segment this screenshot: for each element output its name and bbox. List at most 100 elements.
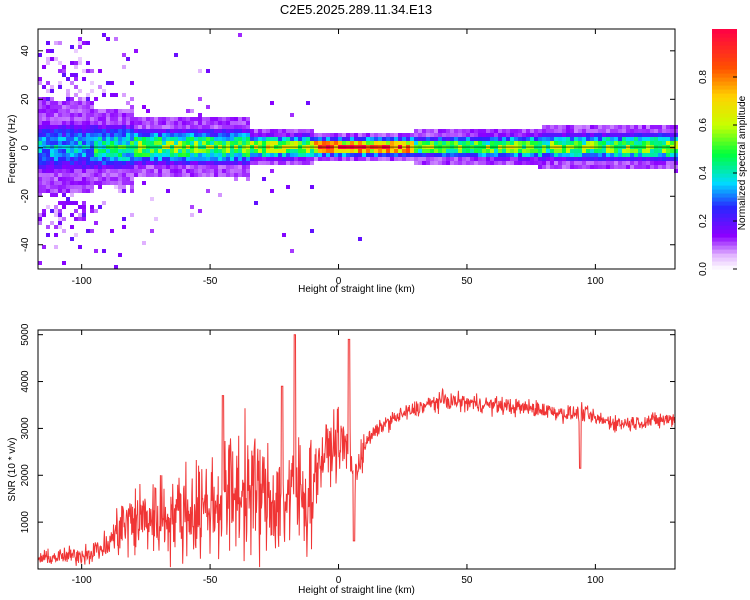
heatmap-cell [82, 189, 86, 193]
heatmap-cell [246, 133, 250, 137]
heatmap-cell [90, 209, 94, 213]
heatmap-cell [430, 129, 434, 133]
heatmap-cell [242, 169, 246, 173]
heatmap-cell [550, 157, 554, 161]
heatmap-cell [78, 161, 82, 165]
heatmap-cell [78, 137, 82, 141]
heatmap-cell [238, 153, 242, 157]
heatmap-cell [614, 157, 618, 161]
heatmap-cell [194, 173, 198, 177]
colorbar-segment [712, 253, 737, 258]
heatmap-cell [106, 149, 110, 153]
heatmap-cell [306, 141, 310, 145]
heatmap-cell [578, 165, 582, 169]
heatmap-cell [94, 181, 98, 185]
heatmap-cell [74, 173, 78, 177]
heatmap-cell [90, 125, 94, 129]
heatmap-cell [342, 153, 346, 157]
heatmap-cell [326, 137, 330, 141]
snr-frame [37, 329, 676, 570]
heatmap-cell [594, 133, 598, 137]
heatmap-cell [110, 113, 114, 117]
heatmap-cell [78, 217, 82, 221]
heatmap-cell [142, 125, 146, 129]
heatmap-cell [250, 149, 254, 153]
heatmap-cell [82, 205, 86, 209]
heatmap-cell [286, 133, 290, 137]
heatmap-cell [130, 169, 134, 173]
heatmap-cell [114, 121, 118, 125]
heatmap-cell [358, 157, 362, 161]
heatmap-cell [78, 153, 82, 157]
heatmap-cell [90, 169, 94, 173]
heatmap-cell [94, 117, 98, 121]
heatmap-cell [594, 165, 598, 169]
heatmap-cell [38, 173, 42, 177]
heatmap-cell [670, 133, 674, 137]
heatmap-cell [550, 137, 554, 141]
heatmap-cell [590, 141, 594, 145]
heatmap-cell [654, 141, 658, 145]
heatmap-cell [38, 217, 42, 221]
heatmap-cell [546, 137, 550, 141]
heatmap-cell [410, 157, 414, 161]
heatmap-cell [218, 133, 222, 137]
heatmap-cell [46, 177, 50, 181]
heatmap-cell [86, 169, 90, 173]
heatmap-cell [158, 165, 162, 169]
heatmap-cell [598, 133, 602, 137]
heatmap-cell [134, 157, 138, 161]
heatmap-cell [142, 129, 146, 133]
heatmap-cell [166, 125, 170, 129]
heatmap-cell [194, 153, 198, 157]
heatmap-cell [154, 165, 158, 169]
heatmap-cell [110, 165, 114, 169]
heatmap-cell [98, 169, 102, 173]
heatmap-cell [278, 153, 282, 157]
heatmap-cell [198, 113, 202, 117]
heatmap-cell [662, 165, 666, 169]
heatmap-cell [146, 129, 150, 133]
heatmap-cell [74, 85, 78, 89]
heatmap-cell [78, 169, 82, 173]
heatmap-cell [166, 129, 170, 133]
heatmap-cell [38, 77, 42, 81]
heatmap-cell [178, 125, 182, 129]
heatmap-cell [86, 165, 90, 169]
heatmap-cell [246, 169, 250, 173]
heatmap-cell [38, 141, 42, 145]
heatmap-cell [362, 157, 366, 161]
heatmap-cell [266, 157, 270, 161]
heatmap-cell [466, 137, 470, 141]
heatmap-cell [582, 165, 586, 169]
colorbar-segment [712, 85, 737, 90]
heatmap-cell [626, 129, 630, 133]
heatmap-cell [42, 117, 46, 121]
heatmap-cell [478, 133, 482, 137]
heatmap-cell [58, 85, 62, 89]
heatmap-cell [98, 173, 102, 177]
heatmap-cell [102, 181, 106, 185]
heatmap-cell [90, 157, 94, 161]
heatmap-cell [522, 153, 526, 157]
heatmap-cell [170, 153, 174, 157]
heatmap-cell [50, 161, 54, 165]
heatmap-cell [550, 141, 554, 145]
heatmap-cell [386, 141, 390, 145]
heatmap-cell [130, 161, 134, 165]
heatmap-cell [94, 109, 98, 113]
heatmap-cell [278, 161, 282, 165]
heatmap-cell [86, 129, 90, 133]
heatmap-cell [542, 165, 546, 169]
heatmap-cell [70, 61, 74, 65]
heatmap-cell [642, 153, 646, 157]
heatmap-cell [630, 153, 634, 157]
heatmap-cell [438, 133, 442, 137]
heatmap-cell [462, 149, 466, 153]
heatmap-cell [550, 133, 554, 137]
heatmap-cell [118, 181, 122, 185]
snr-xtick-label: 100 [587, 575, 604, 586]
heatmap-cell [322, 153, 326, 157]
heatmap-cell [270, 161, 274, 165]
heatmap-cell [90, 129, 94, 133]
